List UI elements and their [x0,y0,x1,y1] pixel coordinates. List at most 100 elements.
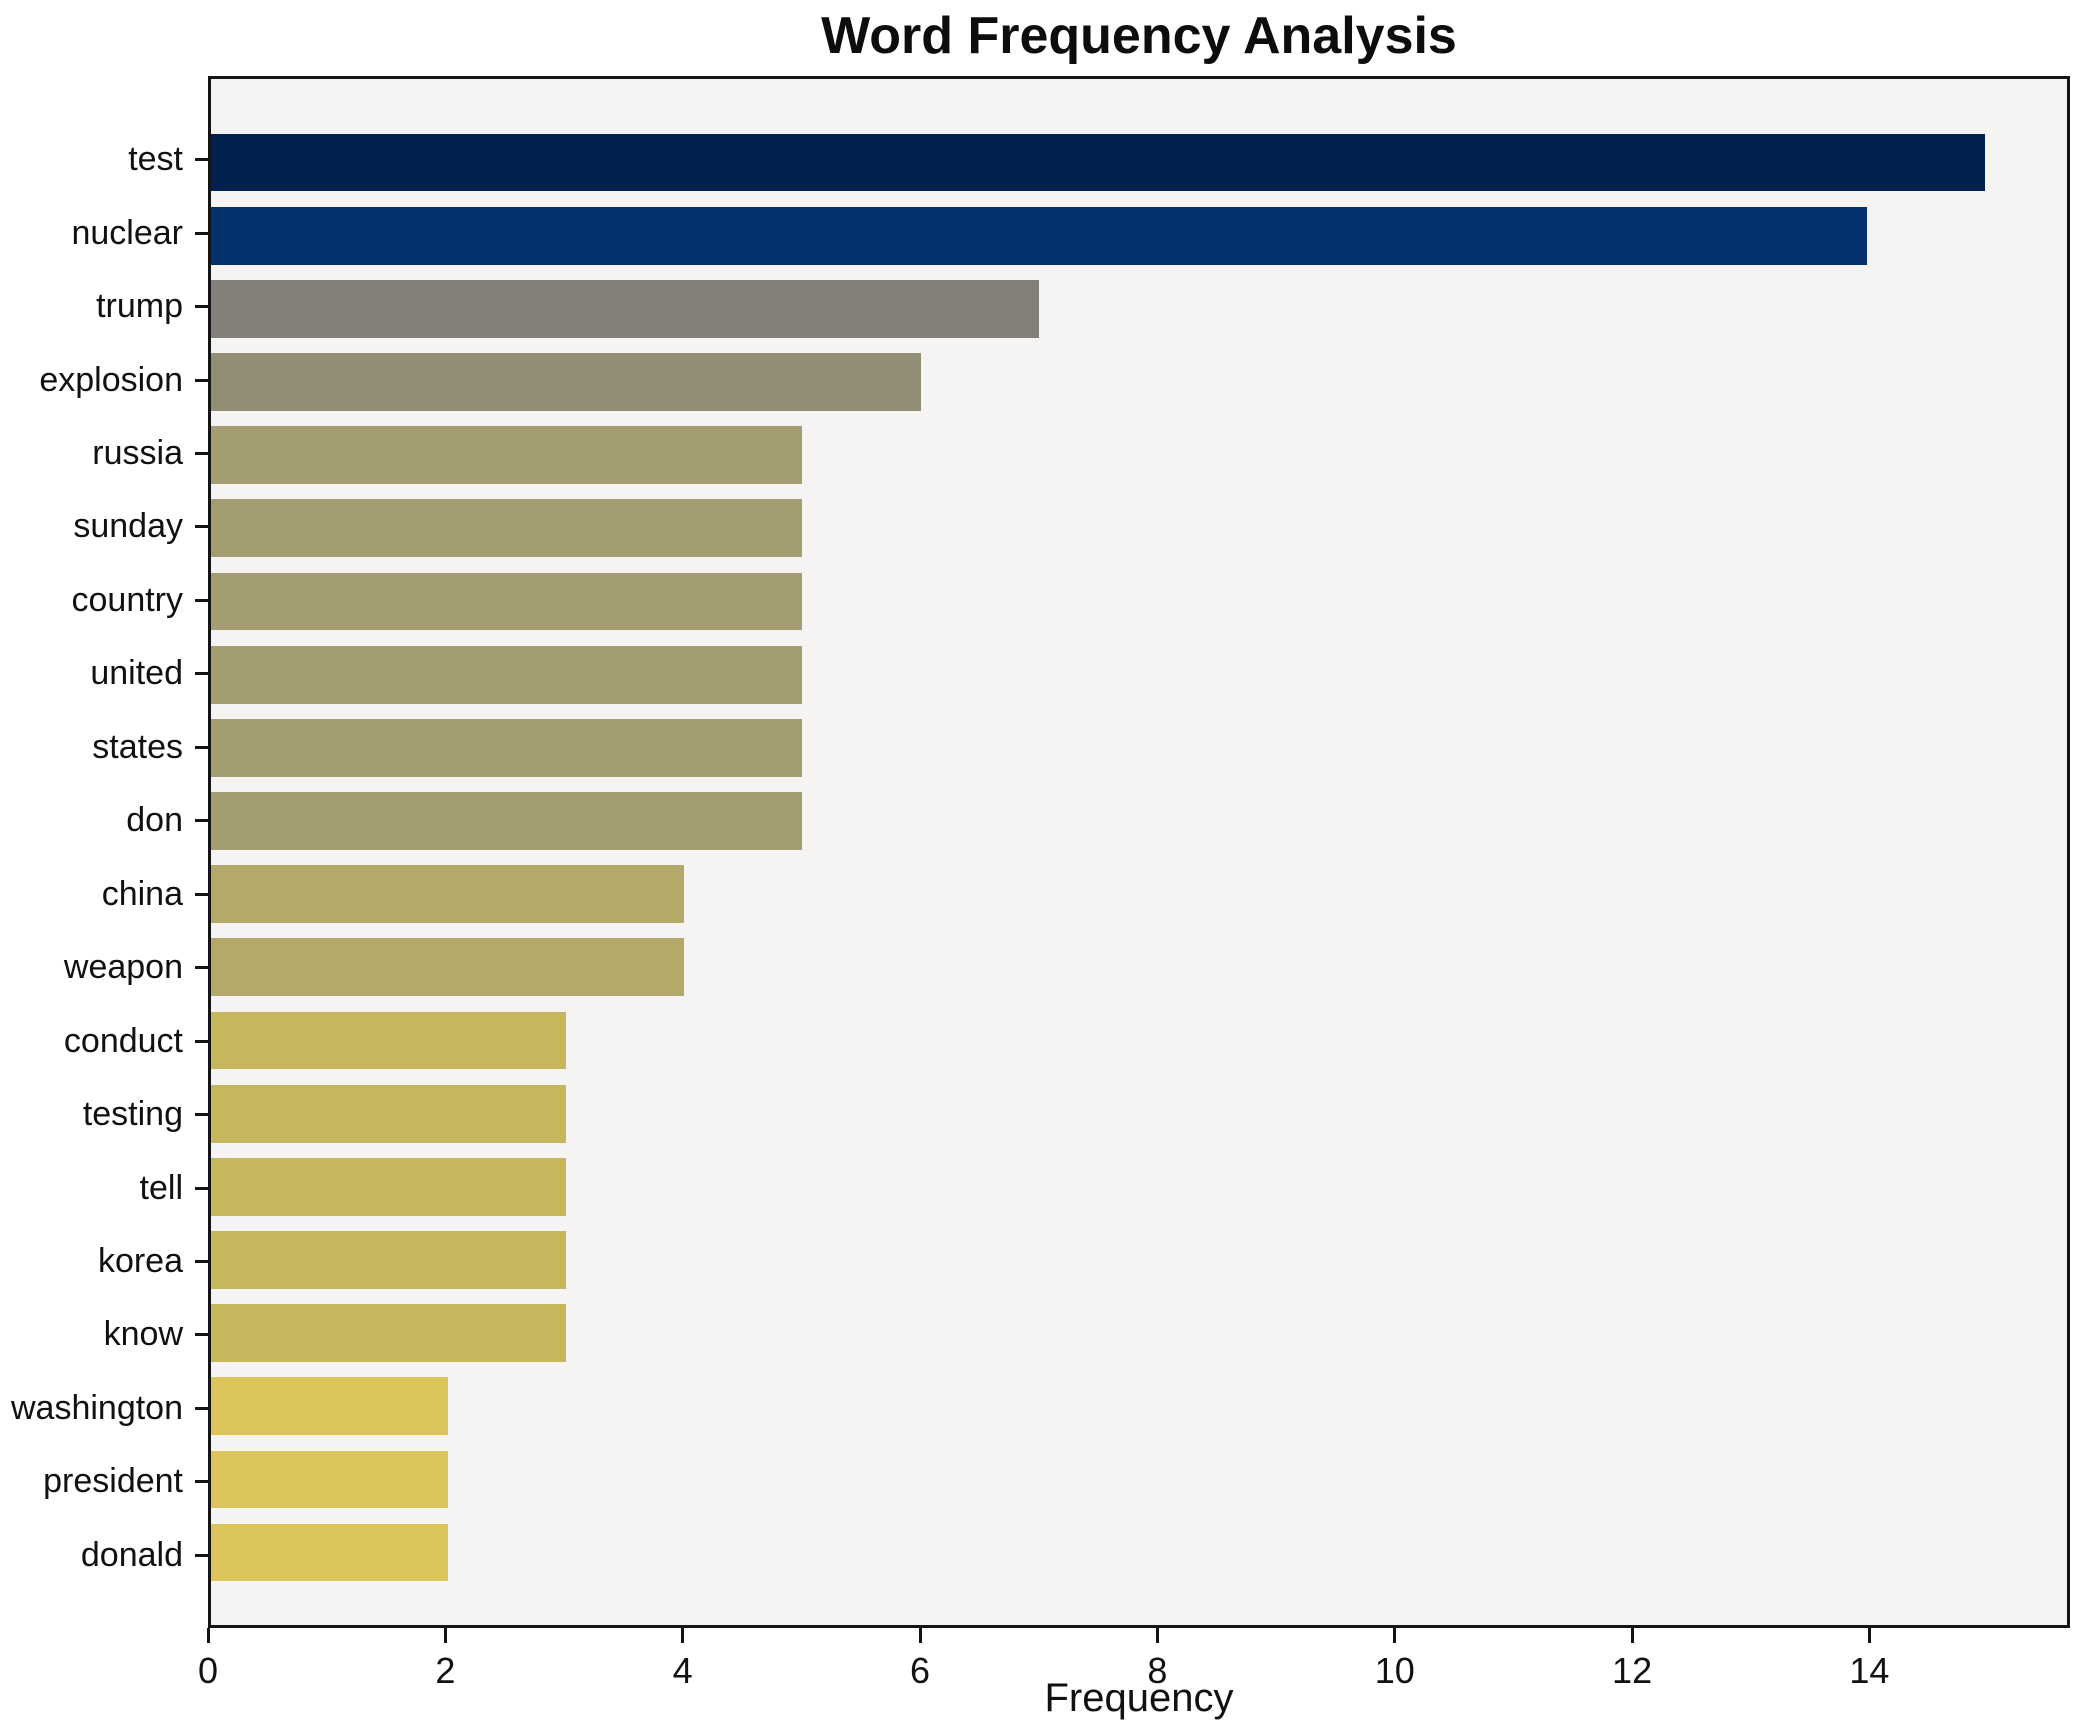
x-tick-mark [1155,1628,1159,1643]
bar-row [211,419,2067,492]
y-tick-row: weapon [0,931,208,1004]
y-tick-mark [195,598,208,602]
x-axis-title: Frequency [1044,1676,1234,1720]
y-tick-row: conduct [0,1004,208,1077]
y-tick-label: weapon [63,948,183,987]
x-tick-label: 10 [1374,1650,1415,1691]
y-tick-row: russia [0,417,208,490]
y-tick-mark [195,452,208,456]
x-tick-label: 0 [197,1650,219,1691]
y-tick-row: united [0,637,208,710]
bar-row [211,1443,2067,1516]
y-tick-row: washington [0,1372,208,1445]
y-tick-label: president [43,1462,183,1501]
bar-row [211,272,2067,345]
bar-testing [211,1084,566,1143]
bar-know [211,1304,566,1362]
bar-row [211,711,2067,784]
y-tick-mark [195,305,208,309]
x-tick-mark [1630,1628,1634,1643]
x-tick-mark [918,1628,922,1643]
y-tick-label: test [128,140,183,179]
y-tick-label: tell [139,1168,183,1207]
y-tick-label: conduct [63,1021,183,1060]
y-tick-row: testing [0,1078,208,1151]
bar-row [211,1077,2067,1150]
bar-washington [211,1377,448,1436]
bar-row [211,784,2067,857]
y-tick-row: explosion [0,343,208,416]
y-tick-label: donald [80,1535,183,1574]
y-tick-row: test [0,123,208,196]
bar-row [211,1004,2067,1077]
x-tick-label: 2 [435,1650,456,1691]
bar-row [211,1223,2067,1296]
x-tick-label: 6 [910,1650,931,1691]
y-tick-mark [195,378,208,382]
bar-president [211,1450,448,1509]
y-tick-label: nuclear [71,213,183,252]
y-tick-label: trump [96,287,183,326]
bar-row [211,199,2067,272]
bar-states [211,718,803,777]
y-tick-mark [195,1480,208,1484]
bar-row [211,1516,2067,1589]
bar-weapon [211,938,685,997]
y-tick-mark [195,525,208,529]
x-tick-label: 12 [1612,1650,1653,1691]
y-tick-row: nuclear [0,196,208,269]
bar-trump [211,280,1040,338]
y-tick-row: donald [0,1519,208,1592]
y-tick-mark [195,1333,208,1337]
y-tick-label: russia [92,434,183,473]
chart-title: Word Frequency Analysis [821,7,1457,65]
y-tick-mark [195,672,208,676]
y-tick-row: states [0,711,208,784]
bar-china [211,865,685,924]
y-tick-row: sunday [0,490,208,563]
y-tick-label: know [103,1315,183,1354]
y-tick-label: korea [97,1242,183,1281]
y-tick-mark [195,1553,208,1557]
bar-explosion [211,353,921,411]
y-tick-mark [195,158,208,162]
x-tick-mark [1867,1628,1871,1643]
y-tick-label: united [90,654,183,693]
bar-nuclear [211,206,1868,265]
x-tick-mark [1393,1628,1397,1643]
bars-container [211,126,2067,1589]
y-tick-row: know [0,1298,208,1371]
y-tick-mark [195,892,208,896]
bar-row [211,1370,2067,1443]
bar-row [211,1297,2067,1370]
y-tick-row: trump [0,270,208,343]
y-tick-mark [195,819,208,823]
x-tick-mark [206,1628,210,1643]
bar-sunday [211,499,803,558]
y-tick-mark [195,745,208,749]
y-tick-label: don [126,801,183,840]
bar-country [211,572,803,631]
bar-tell [211,1157,566,1216]
bar-russia [211,426,803,485]
y-tick-mark [195,1260,208,1264]
bar-row [211,492,2067,565]
bar-row [211,931,2067,1004]
y-tick-row: korea [0,1225,208,1298]
plot-area [208,76,2070,1628]
y-tick-label: states [92,727,183,766]
y-tick-row: don [0,784,208,857]
bar-united [211,645,803,704]
x-tick-label: 8 [1147,1650,1168,1691]
y-tick-row: china [0,858,208,931]
bar-row [211,638,2067,711]
y-axis-labels: test nuclear trump explosion russia sunday cou… [0,123,208,1592]
bar-row [211,858,2067,931]
bar-row [211,126,2067,199]
y-tick-mark [195,966,208,970]
bar-test [211,133,1986,192]
x-tick-mark [681,1628,685,1643]
x-axis-ticks: 0 2 4 6 8 10 12 14 [198,1628,2070,1708]
bar-don [211,792,803,850]
